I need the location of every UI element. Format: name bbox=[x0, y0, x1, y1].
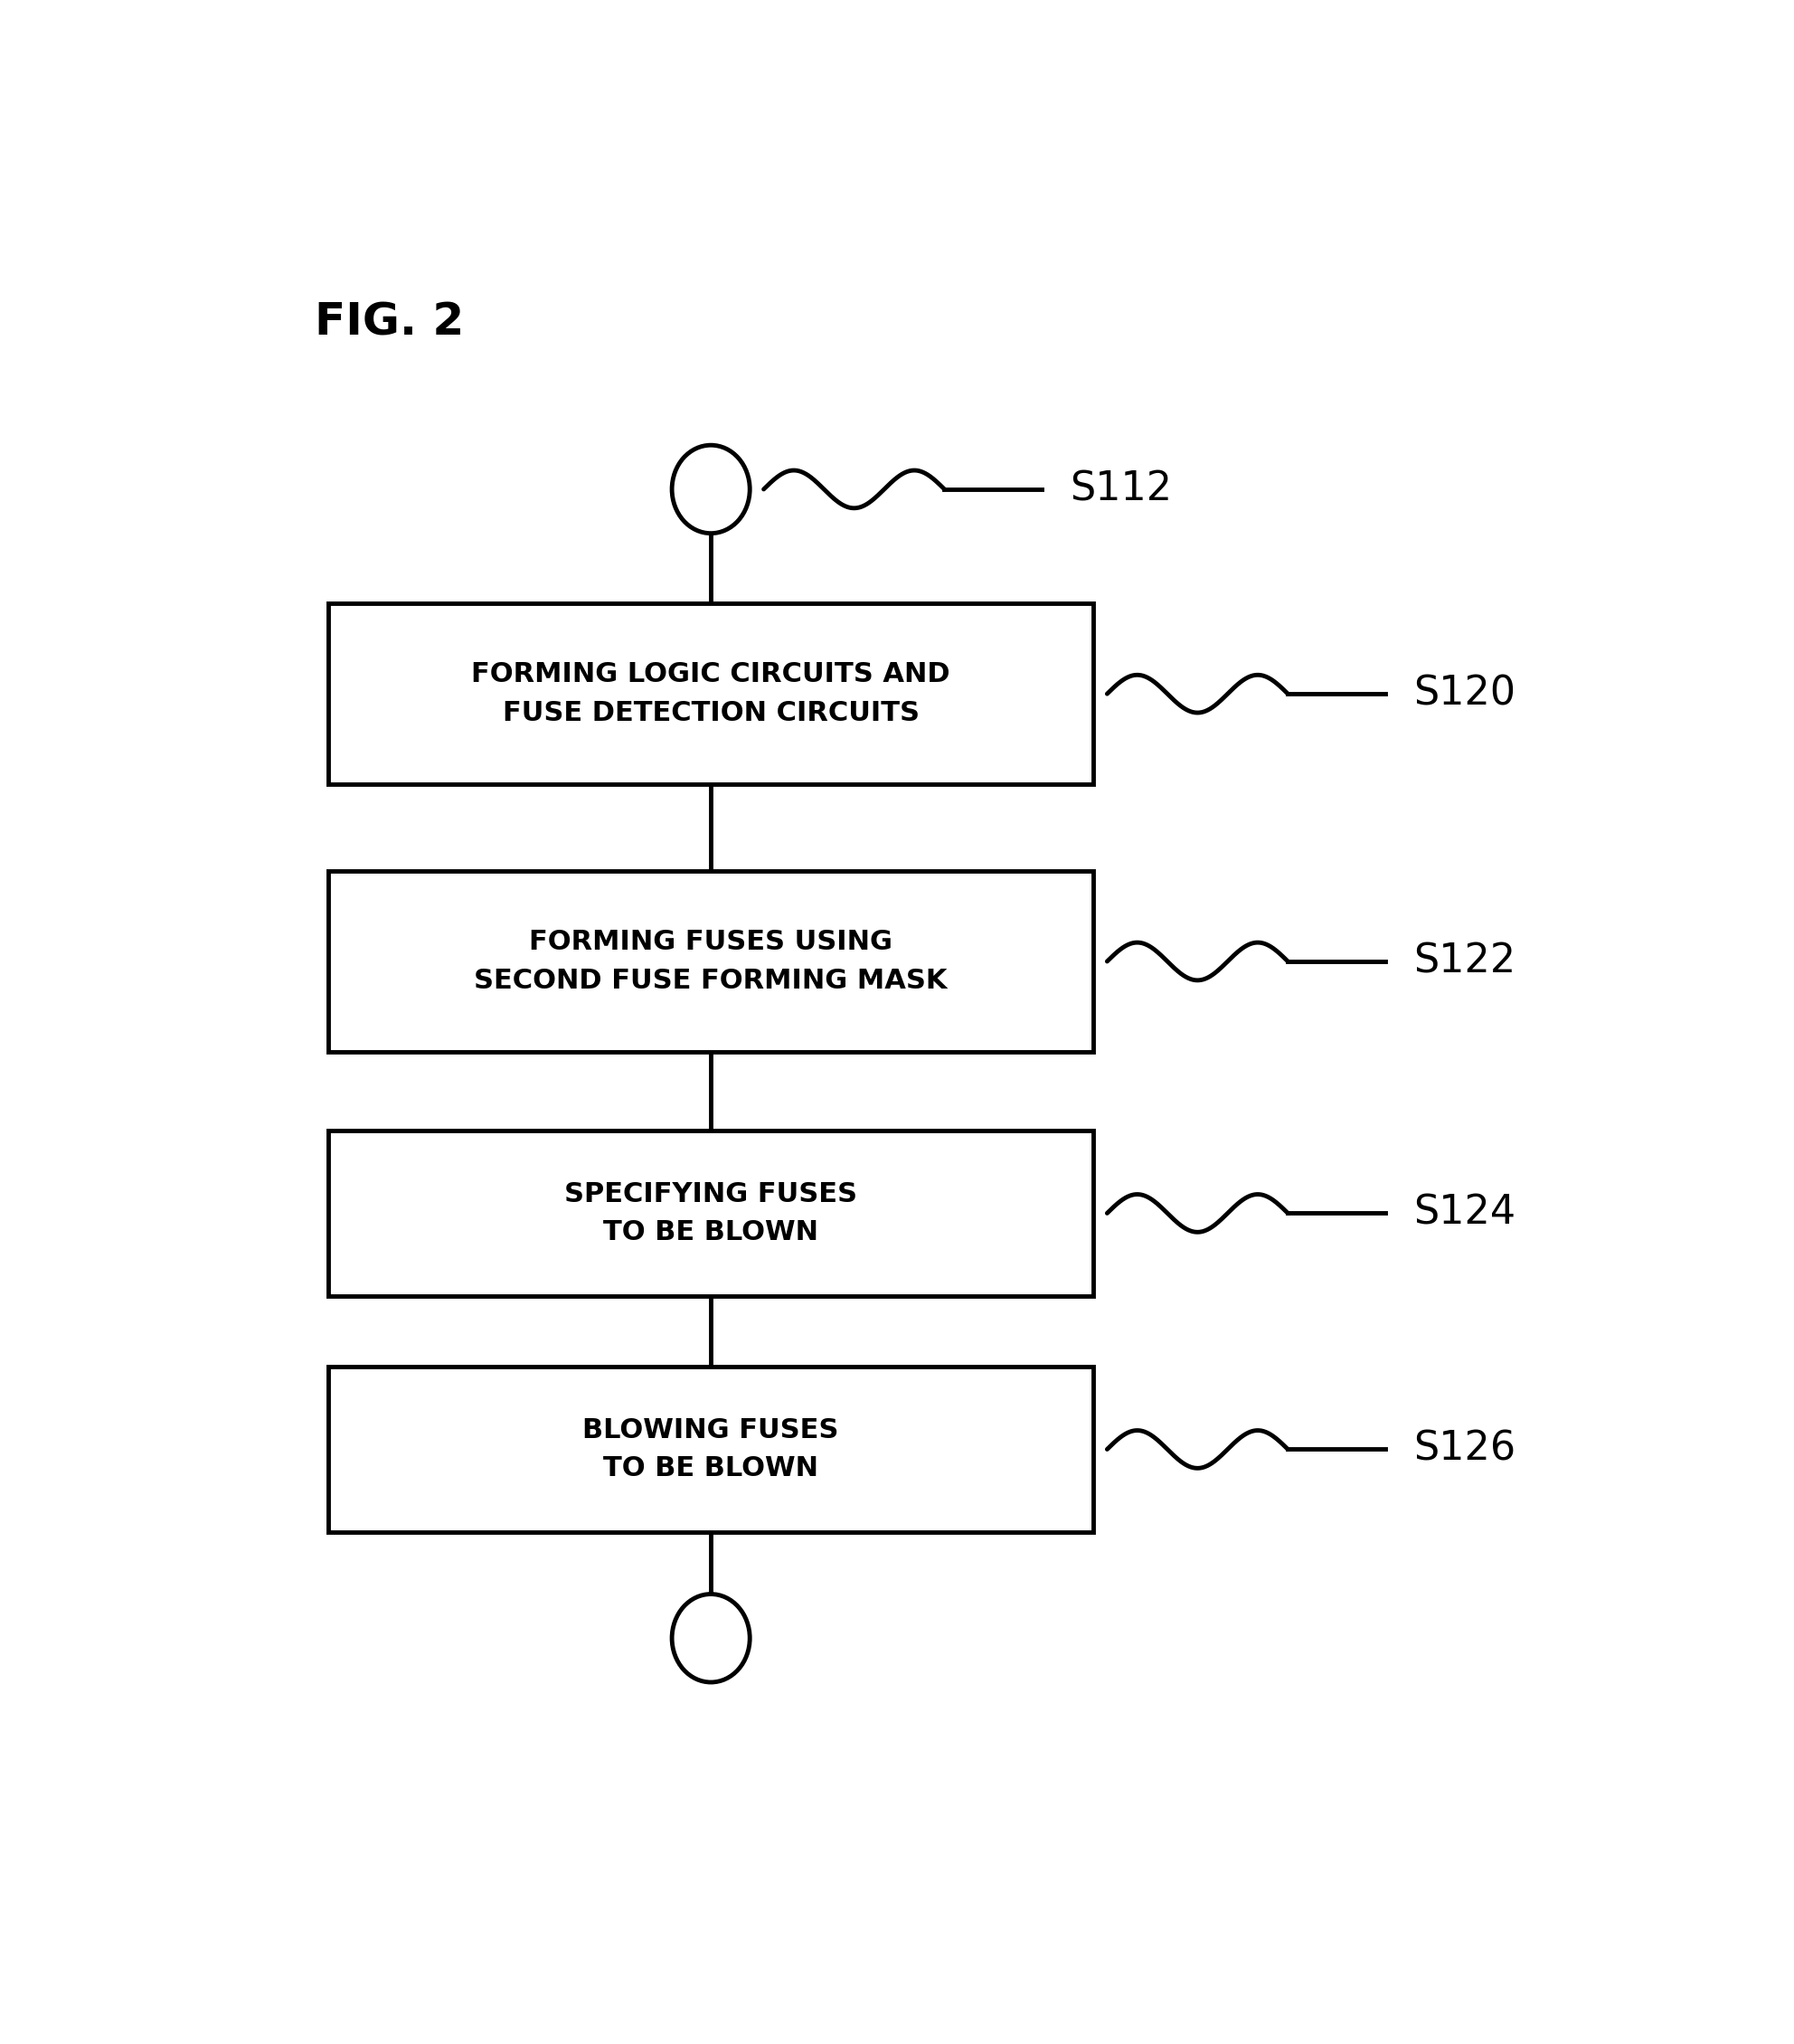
Text: S120: S120 bbox=[1414, 675, 1516, 713]
FancyBboxPatch shape bbox=[328, 603, 1093, 785]
Text: FIG. 2: FIG. 2 bbox=[314, 300, 465, 343]
Text: BLOWING FUSES
TO BE BLOWN: BLOWING FUSES TO BE BLOWN bbox=[583, 1416, 840, 1482]
FancyBboxPatch shape bbox=[328, 871, 1093, 1053]
FancyBboxPatch shape bbox=[328, 1367, 1093, 1531]
Text: S126: S126 bbox=[1414, 1431, 1516, 1470]
Text: FORMING LOGIC CIRCUITS AND
FUSE DETECTION CIRCUITS: FORMING LOGIC CIRCUITS AND FUSE DETECTIO… bbox=[472, 662, 951, 726]
Text: FORMING FUSES USING
SECOND FUSE FORMING MASK: FORMING FUSES USING SECOND FUSE FORMING … bbox=[474, 928, 947, 993]
Text: S112: S112 bbox=[1069, 470, 1171, 509]
Text: SPECIFYING FUSES
TO BE BLOWN: SPECIFYING FUSES TO BE BLOWN bbox=[565, 1181, 858, 1245]
Circle shape bbox=[673, 446, 750, 533]
Text: S122: S122 bbox=[1414, 942, 1516, 981]
FancyBboxPatch shape bbox=[328, 1130, 1093, 1296]
Circle shape bbox=[673, 1594, 750, 1682]
Text: S124: S124 bbox=[1414, 1194, 1516, 1233]
